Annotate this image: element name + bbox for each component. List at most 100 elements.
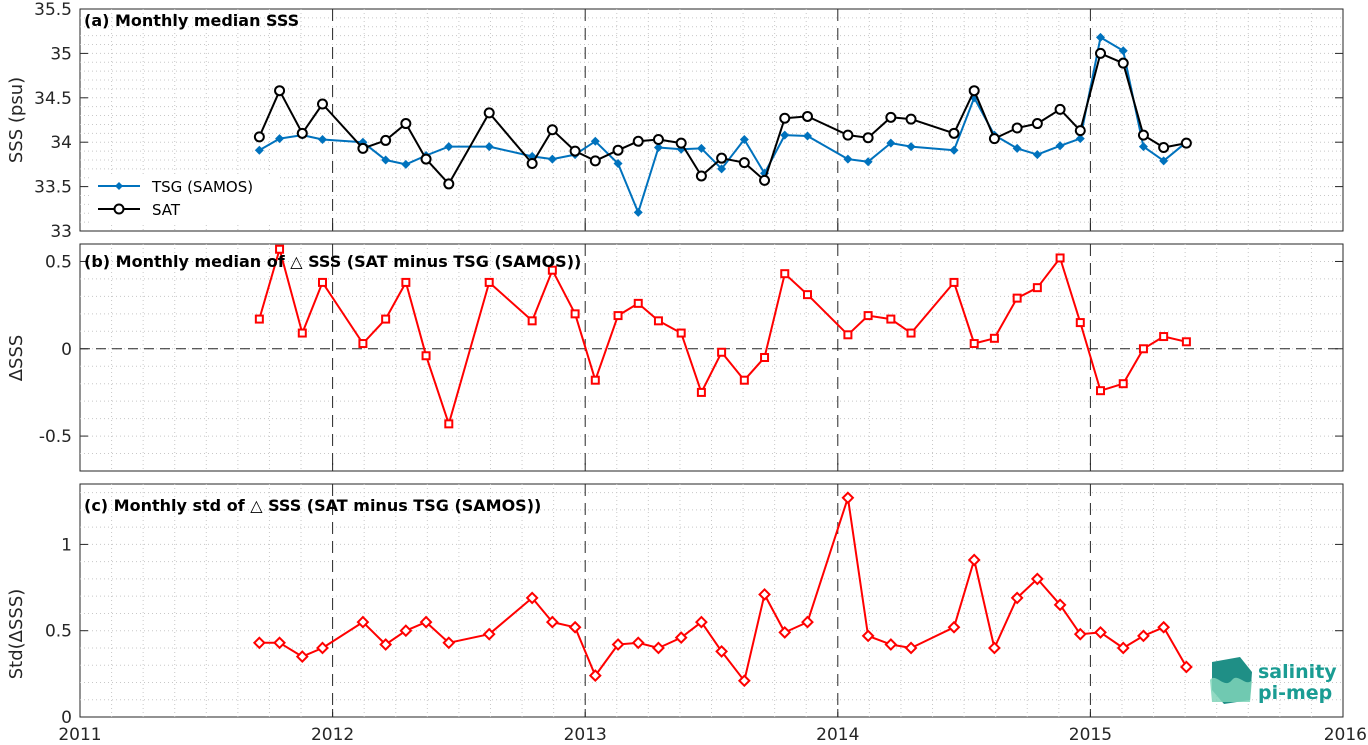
data-point-diamond [1010,591,1024,605]
data-point-circle [400,118,412,130]
data-point-diamond [444,142,454,152]
data-point-square [802,290,812,300]
panel-b-median-delta-sss: -0.5 0 0.5 (b) Monthly median of △ SSS (SA… [6,243,1344,472]
data-point-circle [905,113,917,125]
panel-a-y-axis-label: SSS (psu) [6,77,27,163]
data-point-square [696,387,706,397]
data-point-square [381,314,391,324]
data-point-diamond [484,142,494,152]
data-point-circle [569,145,581,157]
logo-text-salinity: salinity [1258,661,1337,683]
legend-tsg-label: TSG (SAMOS) [151,178,253,196]
data-point-diamond [317,135,327,145]
data-point-circle [443,178,455,190]
panel-c-series [252,491,1193,688]
data-point-square [739,375,749,385]
data-point-diamond [780,130,790,140]
data-point-circle [1095,47,1107,59]
data-point-square [547,265,557,275]
y-tick-label: 34 [50,133,72,153]
panel-c-y-axis-label: Std(ΔSSS) [6,589,27,680]
data-point-square [886,314,896,324]
y-tick-label: 33 [50,222,72,242]
series-line [259,496,1188,682]
data-point-circle [759,174,771,186]
panel-a-y-ticks: 33 33.5 34 34.5 35 35.5 [34,0,1344,242]
data-point-circle [1180,137,1192,149]
data-point-diamond [694,615,708,629]
data-point-diamond [525,591,539,605]
y-tick-label: 35.5 [34,0,72,20]
data-point-circle [695,170,707,182]
data-point-diamond [863,157,873,167]
data-point-circle [1158,142,1170,154]
data-point-square [760,353,770,362]
data-point-diamond [1053,598,1067,612]
data-point-circle [589,155,601,167]
y-tick-label: 0 [61,708,72,728]
data-point-diamond [545,615,559,629]
data-point-circle [652,134,664,146]
data-point-diamond [696,143,706,153]
data-point-circle [675,137,687,149]
data-point-diamond [1137,629,1150,643]
panel-a-series [253,32,1192,217]
y-tick-label: 0 [61,340,72,360]
data-point-square [297,328,307,338]
panel-b-series [254,244,1191,429]
data-point-square [275,244,285,254]
data-point-circle [1117,57,1129,69]
y-tick-label: 33.5 [34,178,72,198]
data-point-circle [546,124,558,136]
data-point-square [1096,386,1106,396]
data-point-circle [357,142,369,154]
data-point-circle [420,153,432,165]
data-point-diamond [801,615,814,629]
data-point-diamond [737,674,751,688]
data-point-square [1012,293,1022,303]
panel-b-y-axis-label: ΔSSS [6,335,27,382]
panel-b-y-ticks: -0.5 0 0.5 [39,252,1344,471]
data-point-diamond [1118,46,1128,56]
data-point-circle [716,152,728,164]
data-point-diamond [967,553,981,567]
data-point-square [989,333,999,343]
data-point-diamond [1075,134,1085,144]
series-line [258,248,1187,425]
data-point-diamond [419,615,433,629]
data-point-circle [1074,125,1086,137]
data-point-square [843,330,853,340]
data-point-diamond [254,145,264,155]
data-point-circle [988,133,1000,145]
data-point-circle [738,157,750,169]
panel-a-grid [80,9,1343,231]
data-point-circle [380,134,392,146]
data-point-diamond [886,138,896,148]
data-point-circle [1054,103,1066,115]
x-tick-label: 2015 [1069,725,1112,745]
y-tick-label: 0.5 [45,252,72,272]
data-point-diamond [275,134,285,144]
data-point-square [527,316,537,326]
data-point-square [401,277,411,287]
data-point-diamond [717,164,727,174]
data-point-diamond [442,636,456,650]
data-point-diamond [633,207,643,217]
data-point-square [949,277,959,287]
data-point-diamond [273,636,286,650]
data-point-diamond [1157,620,1171,634]
data-point-diamond [631,636,645,650]
data-point-circle [253,131,265,143]
data-point-diamond [1179,660,1193,674]
x-tick-label: 2014 [816,725,859,745]
data-point-diamond [1096,32,1106,42]
data-point-square [613,311,623,321]
data-point-diamond [379,638,393,651]
data-point-circle [483,107,495,119]
y-tick-label: -0.5 [39,427,72,447]
salinity-pi-mep-logo: salinity pi-mep [1210,657,1337,704]
data-point-diamond [1116,641,1130,655]
data-point-diamond [653,143,663,153]
data-point-diamond [482,627,496,641]
